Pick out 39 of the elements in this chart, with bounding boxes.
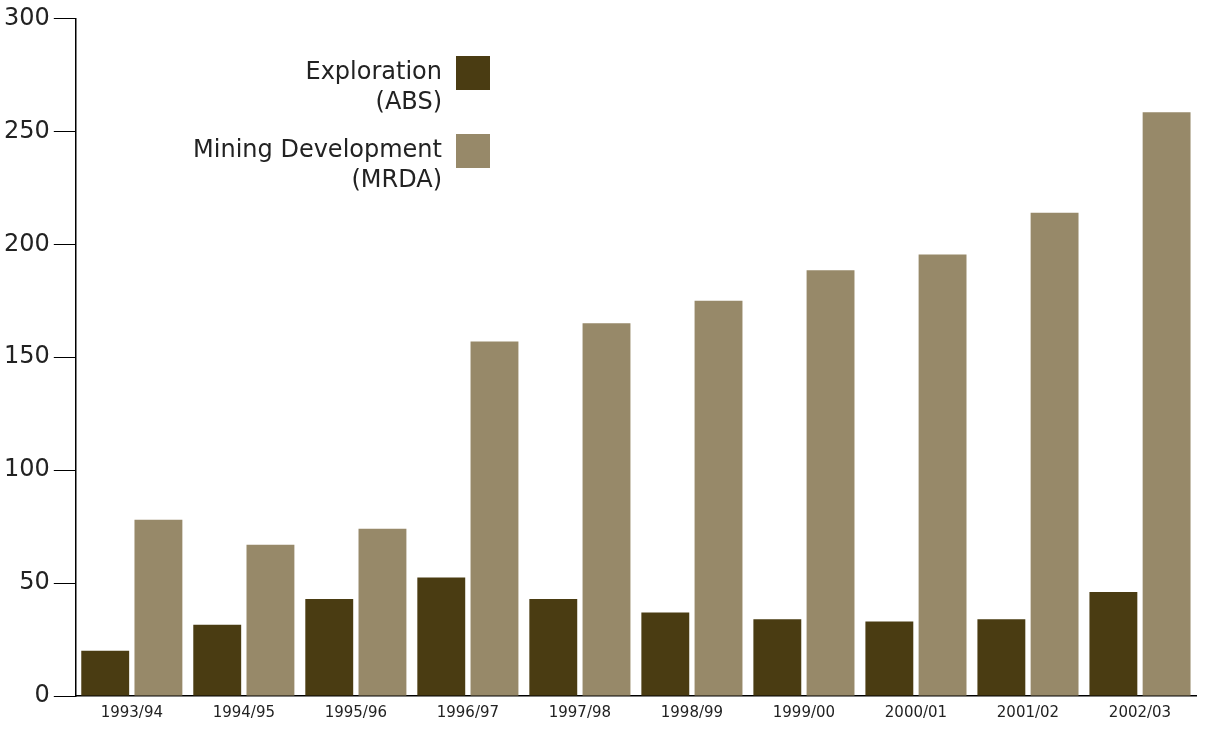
bar [1089,592,1138,696]
x-tick-label: 1998/99 [660,702,724,721]
legend-label: Exploration (ABS) [305,56,442,116]
y-tick-label: 250 [4,115,50,144]
bar [246,544,295,696]
y-tick-label: 50 [19,567,50,596]
bar [134,519,183,696]
x-tick-label: 1996/97 [436,702,500,721]
bar [305,598,354,696]
bar [529,598,578,696]
bar [358,528,407,696]
bar [470,341,519,696]
bar [1142,112,1191,696]
bar [694,300,743,696]
x-tick-label: 1997/98 [548,702,612,721]
x-tick-label: 1995/96 [324,702,388,721]
bar [417,577,466,696]
bar [81,650,130,696]
legend-label: Mining Development (MRDA) [193,134,442,194]
y-tick-label: 200 [4,228,50,257]
x-tick-label: 1999/00 [772,702,836,721]
x-tick-label: 1994/95 [212,702,275,721]
bar [1030,212,1079,696]
x-tick-label: 1993/94 [100,702,163,721]
bar [918,254,967,696]
bar [582,323,631,696]
bar [641,612,690,696]
bar [806,270,855,696]
y-tick-label: 100 [4,454,50,483]
y-tick-label: 150 [4,341,50,370]
x-tick-label: 2001/02 [996,702,1060,721]
x-tick-label: 2000/01 [884,702,948,721]
x-tick-label: 2002/03 [1108,702,1172,721]
y-tick-label: 300 [4,2,50,31]
y-tick-label: 0 [34,680,50,709]
bar [753,619,802,696]
bar [865,621,914,696]
bar [977,619,1026,696]
bar [193,624,242,696]
